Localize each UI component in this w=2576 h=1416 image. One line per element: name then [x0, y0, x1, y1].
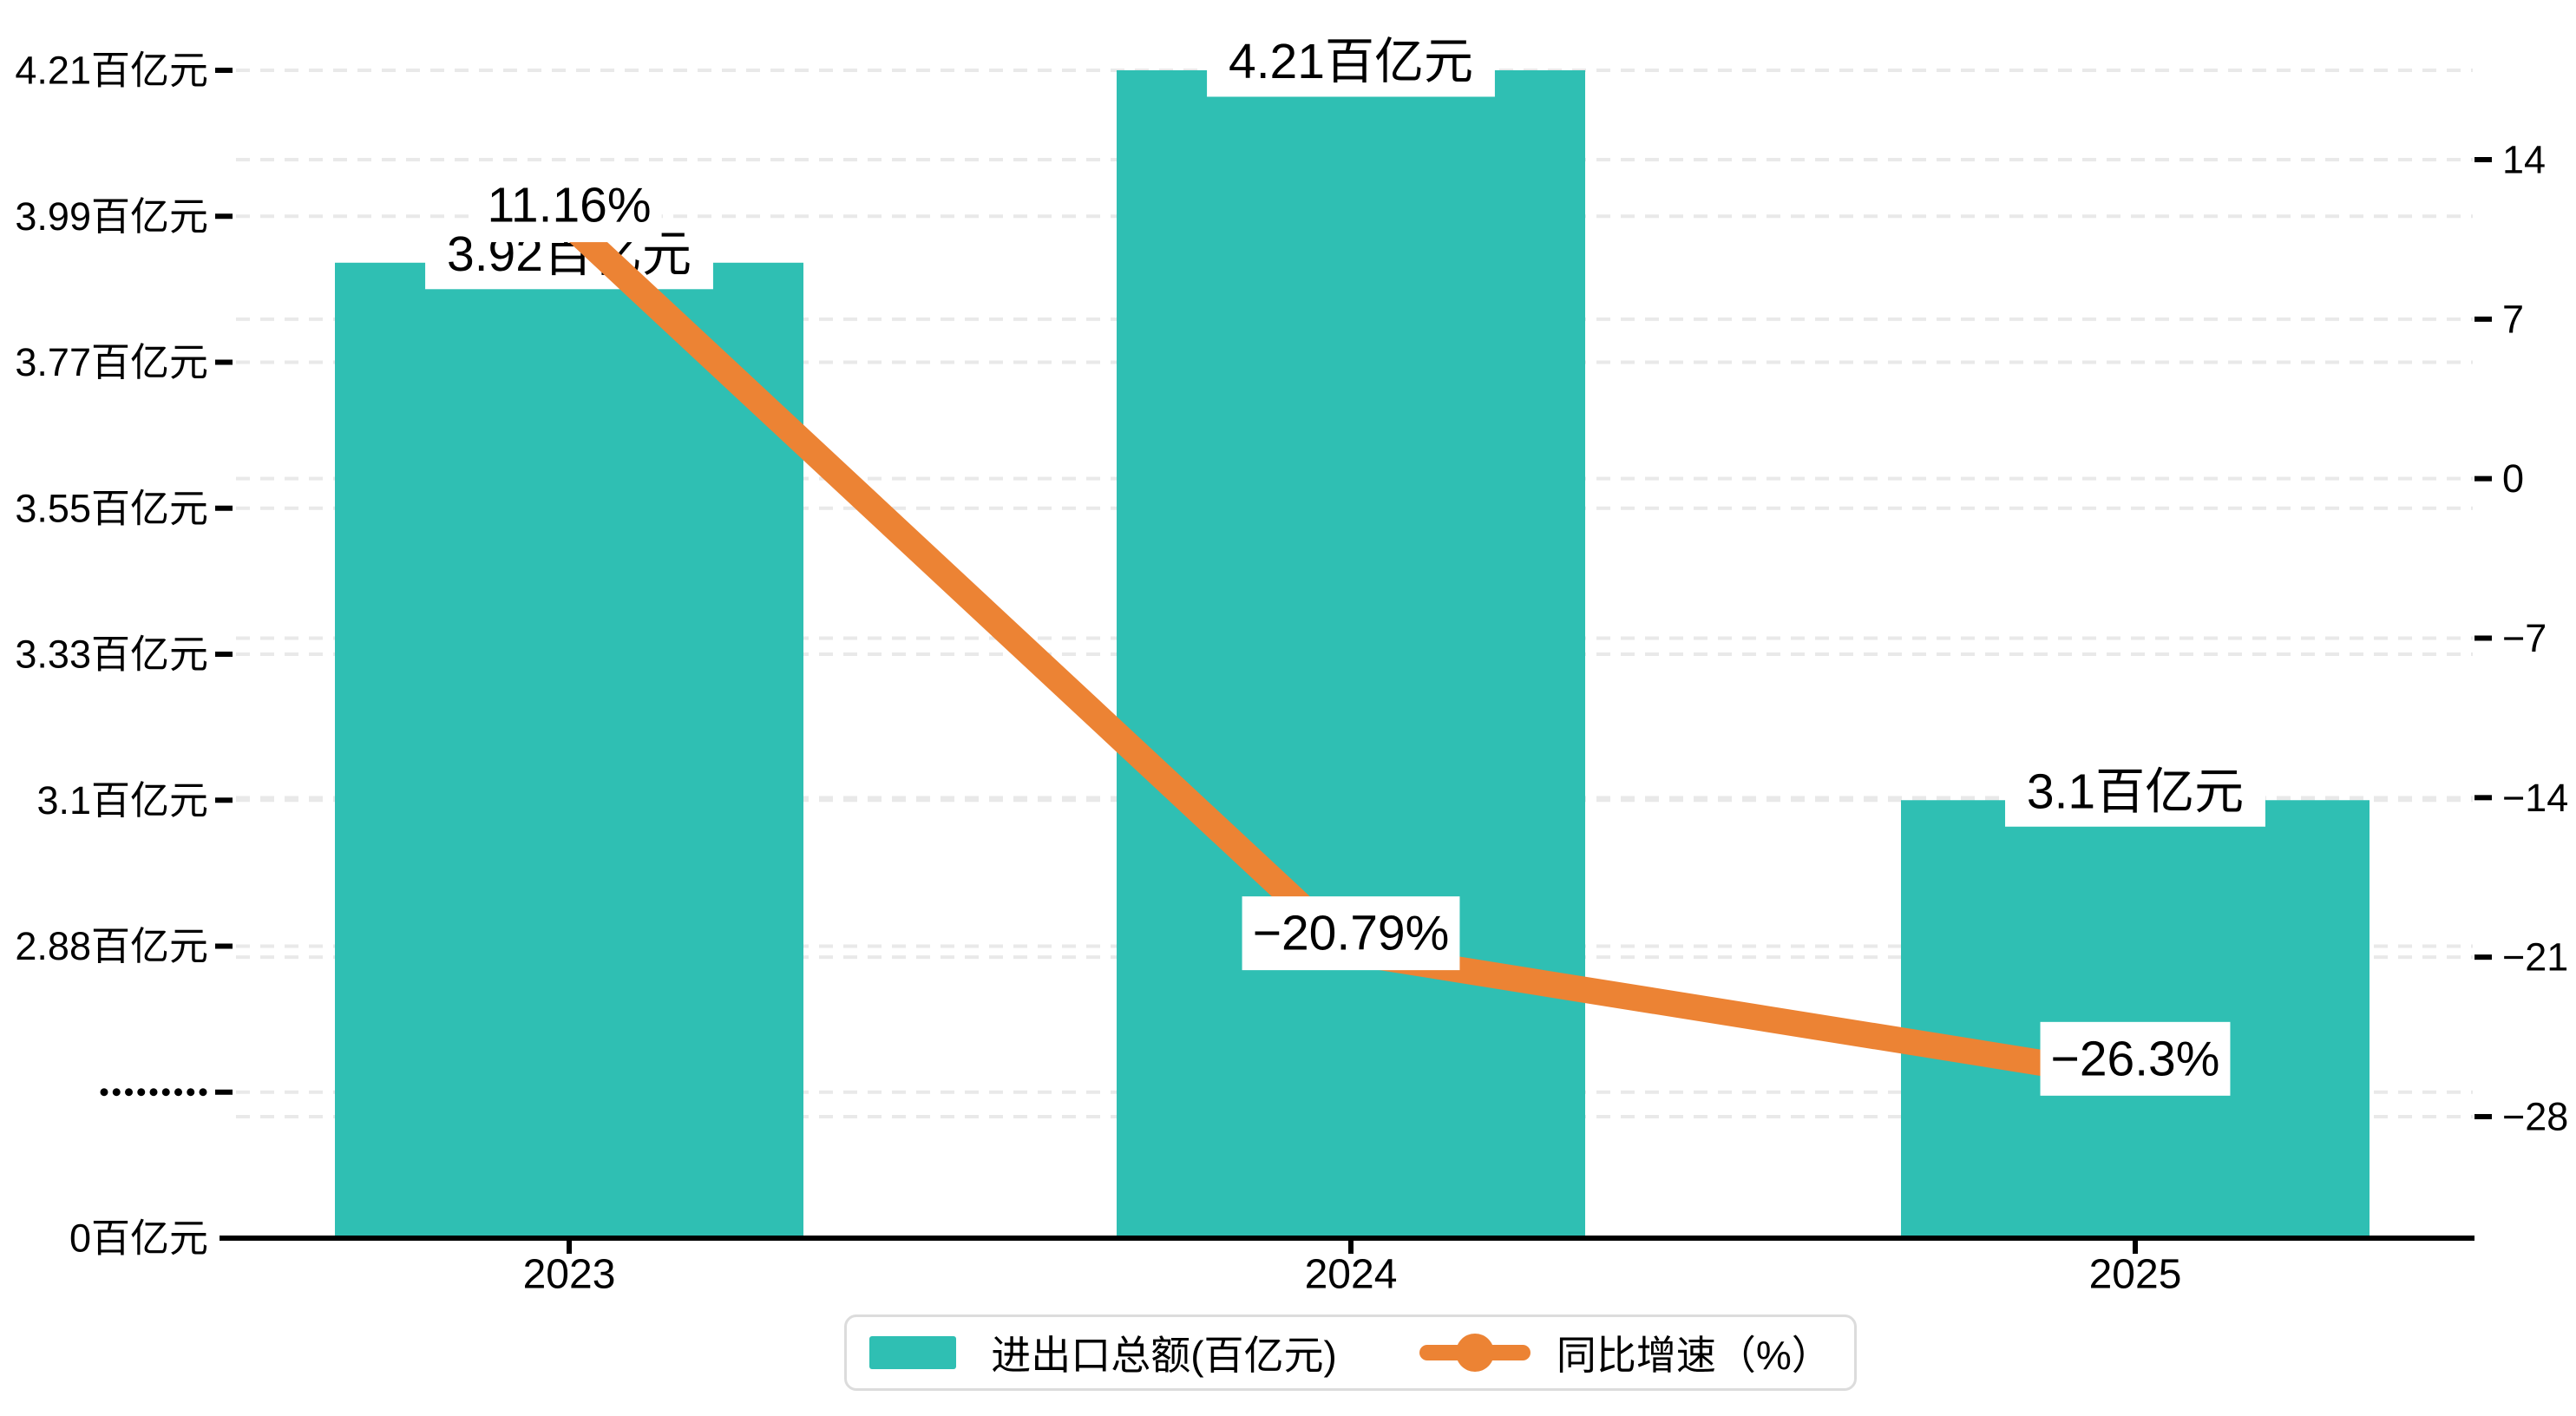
axis-break-dot-6: [174, 1088, 182, 1097]
x-label-2025: 2025: [2089, 1252, 2182, 1298]
x-label-2024: 2024: [1305, 1252, 1398, 1298]
line-label-2023-bg: [476, 168, 662, 243]
right-axis-label-5: −21: [2502, 935, 2568, 980]
line-label-2025-bg: [2040, 1021, 2231, 1096]
legend-line-series-label: 同比增速（%）: [1556, 1333, 1832, 1378]
axis-break-dot-0: [100, 1088, 108, 1097]
bar-label-2024: 4.21百亿元: [1229, 34, 1473, 89]
right-tick-0: [2474, 157, 2492, 162]
line-marker-dot: [1455, 1334, 1494, 1372]
legend: 进出口总额(百亿元) 同比增速（%）: [844, 1314, 1857, 1391]
bar-2025[interactable]: [1901, 800, 2370, 1238]
left-axis-label-4: 3.33百亿元: [15, 633, 208, 677]
x-label-2023: 2023: [523, 1252, 616, 1298]
left-tick-3: [215, 505, 233, 511]
left-tick-2: [215, 359, 233, 365]
line-label-2023: 11.16%: [487, 178, 651, 233]
right-axis-label-4: −14: [2502, 776, 2568, 820]
right-tick-2: [2474, 475, 2492, 482]
axis-break-dot-1: [112, 1088, 121, 1097]
left-axis-label-5: 3.1百亿元: [36, 778, 208, 823]
left-tick-7: [215, 1089, 233, 1095]
right-tick-6: [2474, 1113, 2492, 1119]
right-axis-label-0: 14: [2502, 138, 2546, 182]
line-label-2025: −26.3%: [2051, 1031, 2220, 1086]
left-tick-1: [215, 213, 233, 220]
right-tick-3: [2474, 635, 2492, 641]
right-axis-label-6: −28: [2502, 1094, 2568, 1138]
bar-label-2025: 3.1百亿元: [2027, 764, 2244, 819]
legend-bar-series-label: 进出口总额(百亿元): [991, 1333, 1337, 1378]
left-axis-label-3: 3.55百亿元: [15, 486, 208, 530]
bar-2023[interactable]: [335, 262, 803, 1239]
line-label-2024-bg: [1242, 896, 1460, 971]
left-axis-label-1: 3.99百亿元: [15, 194, 208, 239]
x-axis-line: [220, 1236, 2474, 1241]
right-tick-4: [2474, 795, 2492, 801]
left-tick-0: [215, 68, 233, 73]
bar-label-2025-bg: [2005, 756, 2265, 827]
axis-break-dot-3: [137, 1088, 146, 1097]
left-tick-6: [215, 943, 233, 949]
axis-break-dot-8: [199, 1088, 207, 1097]
legend-item-line-series[interactable]: 同比增速（%）: [1419, 1324, 1832, 1381]
right-axis-label-3: −7: [2502, 616, 2547, 660]
right-tick-5: [2474, 954, 2492, 960]
left-tick-4: [215, 652, 233, 657]
bar-series-swatch-icon: [869, 1336, 957, 1369]
axis-break-dot-5: [161, 1088, 170, 1097]
line-series-marker-icon: [1419, 1332, 1531, 1373]
left-axis-label-8: 0百亿元: [69, 1216, 208, 1261]
right-axis-label-1: 7: [2502, 297, 2524, 341]
left-axis-label-2: 3.77百亿元: [15, 340, 208, 384]
x-tick-2023: [567, 1238, 572, 1254]
right-tick-1: [2474, 316, 2492, 322]
axis-break-dot-4: [149, 1088, 158, 1097]
x-tick-2024: [1348, 1238, 1354, 1254]
x-tick-2025: [2133, 1238, 2138, 1254]
legend-item-bar-series[interactable]: 进出口总额(百亿元): [869, 1324, 1337, 1381]
bar-label-2024-bg: [1207, 26, 1495, 97]
axis-break-dot-2: [125, 1088, 133, 1097]
bar-2024[interactable]: [1117, 70, 1585, 1238]
left-axis-label-0: 4.21百亿元: [15, 49, 208, 93]
axis-break-dot-7: [187, 1088, 195, 1097]
right-axis-label-2: 0: [2502, 456, 2524, 501]
left-axis-label-6: 2.88百亿元: [15, 924, 208, 968]
line-label-2024: −20.79%: [1253, 906, 1450, 961]
left-tick-5: [215, 797, 233, 803]
